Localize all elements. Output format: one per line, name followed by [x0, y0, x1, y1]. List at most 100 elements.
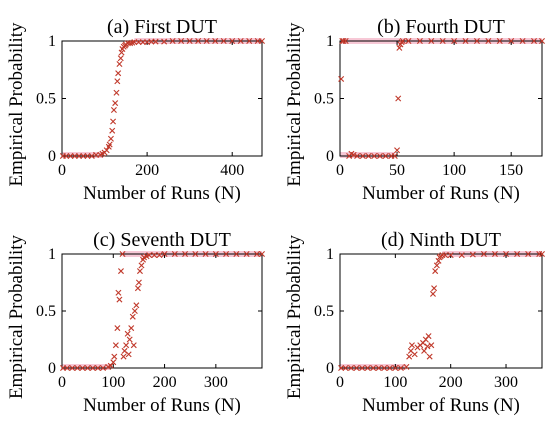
panel-seventh-dut: 0 100 200 300 0 0.5 1 (c) Seventh DUT Number of … — [6, 229, 265, 416]
data-point — [64, 365, 71, 371]
data-point — [408, 342, 415, 349]
data-point — [254, 38, 261, 44]
data-point — [110, 107, 117, 113]
data-point — [392, 365, 399, 371]
data-point — [429, 290, 436, 297]
data-point — [107, 362, 114, 369]
data-point — [93, 151, 100, 158]
data-point — [116, 296, 123, 303]
data-point — [376, 153, 383, 159]
data-point — [80, 153, 87, 159]
data-point — [539, 38, 545, 44]
data-point — [342, 365, 349, 371]
y-tick-label: 0.5 — [36, 303, 56, 320]
data-point — [152, 38, 159, 45]
data-point — [458, 252, 465, 259]
data-point — [428, 342, 435, 349]
x-tick-label: 100 — [442, 162, 466, 179]
data-point — [237, 38, 244, 44]
y-axis-label: Empirical Probability — [284, 22, 305, 187]
data-point — [406, 353, 413, 360]
data-point — [382, 153, 389, 159]
data-point — [112, 100, 119, 107]
data-point — [161, 38, 168, 45]
data-point — [531, 38, 538, 44]
data-point — [89, 365, 96, 371]
x-tick-label: 200 — [153, 374, 177, 391]
x-axis-label: Number of Runs (N) — [83, 183, 241, 204]
data-point — [359, 365, 366, 371]
y-axis-label: Empirical Probability — [284, 234, 305, 399]
data-point — [359, 153, 366, 159]
data-point — [426, 353, 433, 360]
data-point — [431, 285, 438, 292]
data-point — [405, 38, 412, 44]
data-point — [223, 251, 230, 257]
data-point — [94, 365, 101, 371]
data-point — [134, 285, 141, 292]
axes-box — [339, 40, 543, 157]
axes-box — [61, 40, 263, 157]
data-point — [131, 308, 138, 314]
x-tick-label: 50 — [389, 162, 405, 179]
data-point — [114, 325, 121, 332]
data-point — [195, 38, 202, 44]
data-point — [364, 365, 371, 371]
data-point — [480, 251, 487, 257]
data-point — [403, 363, 410, 370]
data-point — [88, 153, 95, 159]
data-point — [124, 330, 131, 337]
data-point — [84, 153, 91, 159]
data-point — [192, 251, 199, 257]
data-point — [103, 147, 110, 154]
data-point — [84, 365, 91, 371]
data-point — [138, 262, 145, 269]
data-point — [381, 365, 388, 371]
x-tick-label: 100 — [383, 374, 407, 391]
panel-first-dut: 0 200 400 0 0.5 1 (a) First DUT Number of Runs … — [6, 16, 265, 204]
x-tick-label: 0 — [58, 162, 66, 179]
data-point — [371, 153, 378, 159]
x-tick-label: 150 — [499, 162, 523, 179]
data-point — [133, 302, 140, 309]
data-point — [243, 251, 250, 257]
data-point — [135, 279, 142, 286]
data-point — [161, 251, 168, 257]
data-point — [491, 251, 498, 257]
data-point — [151, 252, 158, 259]
data-point — [503, 251, 510, 257]
zero-band — [340, 364, 407, 370]
data-point — [447, 252, 454, 259]
data-point — [386, 365, 393, 371]
data-point — [442, 252, 449, 259]
data-point — [128, 325, 135, 332]
y-tick-label: 1 — [48, 246, 56, 263]
data-point — [146, 252, 153, 259]
x-tick-label: 0 — [58, 374, 66, 391]
data-point — [395, 95, 402, 102]
data-point — [126, 336, 133, 343]
data-point — [148, 38, 155, 45]
x-tick-label: 300 — [204, 374, 228, 391]
data-point — [496, 38, 503, 44]
y-tick-label: 0.5 — [314, 303, 334, 320]
y-tick-label: 1 — [326, 246, 334, 263]
x-axis-label: Number of Runs (N) — [83, 395, 241, 416]
x-tick-label: 200 — [439, 374, 463, 391]
data-point — [424, 343, 431, 350]
data-point — [178, 38, 185, 44]
data-point — [100, 365, 107, 371]
data-point — [125, 351, 132, 358]
data-point — [63, 153, 70, 159]
data-point — [425, 333, 432, 340]
data-point — [370, 365, 377, 371]
data-point — [156, 252, 163, 259]
y-tick-label: 1 — [326, 33, 334, 50]
axes-box — [339, 253, 543, 369]
data-point — [462, 38, 469, 44]
data-point — [473, 38, 480, 44]
data-point — [539, 251, 545, 257]
data-point — [169, 38, 176, 44]
data-point — [130, 342, 137, 349]
